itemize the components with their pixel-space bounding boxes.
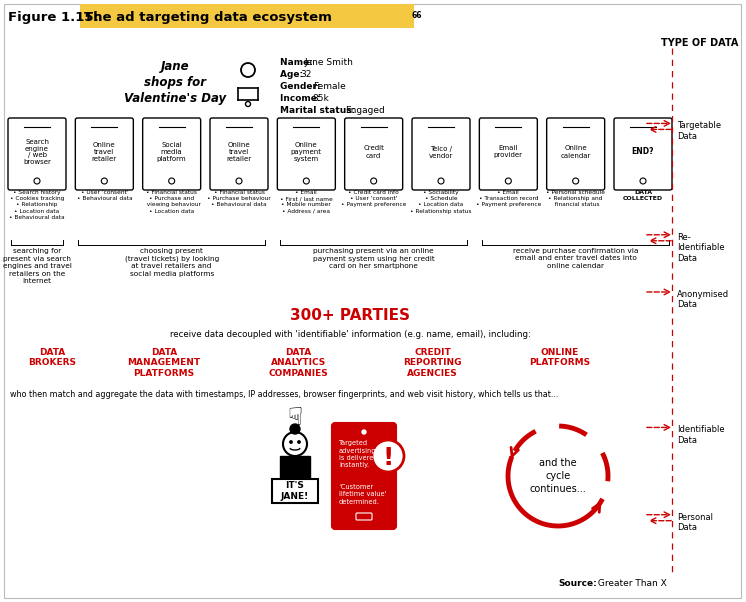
Text: choosing present
(travel tickets) by looking
at travel retailers and
social medi: choosing present (travel tickets) by loo… — [125, 248, 219, 277]
Text: Targeted
advertising
is delivered
instantly.: Targeted advertising is delivered instan… — [339, 440, 377, 468]
Text: Age:: Age: — [280, 70, 307, 79]
Text: DATA
COLLECTED: DATA COLLECTED — [623, 190, 663, 201]
Text: Targetable
Data: Targetable Data — [677, 122, 721, 141]
Text: Engaged: Engaged — [345, 106, 386, 115]
FancyBboxPatch shape — [332, 423, 396, 529]
Text: • Credit card info
• User 'consent'
• Payment preference: • Credit card info • User 'consent' • Pa… — [341, 190, 407, 208]
Text: 'Customer
lifetime value'
determined.: 'Customer lifetime value' determined. — [339, 484, 386, 505]
Text: searching for
present via search
engines and travel
retailers on the
Internet: searching for present via search engines… — [2, 248, 72, 284]
FancyBboxPatch shape — [412, 118, 470, 190]
Text: END?: END? — [632, 147, 654, 157]
Text: • Personal schedule
• Relationship and
  financial status: • Personal schedule • Relationship and f… — [546, 190, 605, 208]
FancyBboxPatch shape — [142, 118, 201, 190]
Text: Online
travel
retailer: Online travel retailer — [227, 142, 251, 162]
Text: Identifiable
Data: Identifiable Data — [677, 426, 724, 445]
Text: • Email
• First / last name
• Mobile number
• Address / area: • Email • First / last name • Mobile num… — [280, 190, 333, 214]
Text: !: ! — [382, 446, 394, 470]
Text: • User 'consent'
• Behavioural data: • User 'consent' • Behavioural data — [77, 190, 132, 201]
Circle shape — [290, 424, 300, 434]
FancyBboxPatch shape — [272, 479, 318, 503]
Text: ☟: ☟ — [287, 406, 303, 430]
Text: Name:: Name: — [280, 58, 316, 67]
Text: Personal
Data: Personal Data — [677, 513, 713, 532]
Text: Figure 1.15:: Figure 1.15: — [8, 11, 104, 25]
Text: 85k: 85k — [313, 94, 330, 103]
FancyBboxPatch shape — [614, 118, 672, 190]
Text: 32: 32 — [301, 70, 312, 79]
Text: DATA
ANALYTICS
COMPANIES: DATA ANALYTICS COMPANIES — [269, 348, 328, 378]
Text: IT'S
JANE!: IT'S JANE! — [281, 482, 309, 501]
FancyBboxPatch shape — [280, 456, 310, 478]
Text: Income:: Income: — [280, 94, 324, 103]
Text: • Search history
• Cookies tracking
• Relationship
• Location data
• Behavioural: • Search history • Cookies tracking • Re… — [9, 190, 65, 220]
Text: purchasing present via an online
payment system using her credit
card on her sma: purchasing present via an online payment… — [313, 248, 434, 269]
Text: The ad targeting data ecosystem: The ad targeting data ecosystem — [84, 11, 332, 25]
Text: • Sociability
• Schedule
• Location data
• Relationship status: • Sociability • Schedule • Location data… — [410, 190, 471, 214]
Text: ONLINE
PLATFORMS: ONLINE PLATFORMS — [529, 348, 590, 367]
Text: DATA
BROKERS: DATA BROKERS — [28, 348, 76, 367]
Text: Female: Female — [313, 82, 345, 91]
Text: Online
payment
system: Online payment system — [291, 142, 322, 162]
Text: Marital status:: Marital status: — [280, 106, 358, 115]
Text: Anonymised
Data: Anonymised Data — [677, 290, 729, 309]
Text: Greater Than X: Greater Than X — [595, 579, 667, 588]
Text: 300+ PARTIES: 300+ PARTIES — [290, 308, 410, 323]
FancyBboxPatch shape — [547, 118, 605, 190]
Circle shape — [362, 430, 366, 434]
FancyBboxPatch shape — [278, 118, 336, 190]
Circle shape — [298, 441, 300, 443]
Text: Jane Smith: Jane Smith — [304, 58, 354, 67]
Text: • Email
• Transaction record
• Payment preference: • Email • Transaction record • Payment p… — [476, 190, 541, 208]
Text: Search
engine
/ web
browser: Search engine / web browser — [23, 138, 51, 166]
Text: Telco /
vendor: Telco / vendor — [429, 146, 453, 158]
Text: Online
calendar: Online calendar — [560, 146, 591, 158]
Text: receive purchase confirmation via
email and enter travel dates into
online calen: receive purchase confirmation via email … — [513, 248, 639, 269]
Text: Gender:: Gender: — [280, 82, 324, 91]
Text: Social
media
platform: Social media platform — [157, 142, 186, 162]
Circle shape — [289, 441, 292, 443]
Text: 66: 66 — [412, 11, 422, 20]
Text: • Financial status
• Purchase behaviour
• Behavioural data: • Financial status • Purchase behaviour … — [207, 190, 271, 208]
Circle shape — [372, 440, 404, 472]
Text: Credit
card: Credit card — [363, 146, 384, 158]
Text: Re-
Identifiable
Data: Re- Identifiable Data — [677, 233, 724, 262]
FancyBboxPatch shape — [480, 118, 537, 190]
FancyBboxPatch shape — [75, 118, 134, 190]
Text: Jane
shops for
Valentine's Day: Jane shops for Valentine's Day — [124, 60, 226, 105]
Text: who then match and aggregate the data with timestamps, IP addresses, browser fin: who then match and aggregate the data wi… — [10, 390, 558, 399]
Text: Source:: Source: — [558, 579, 597, 588]
FancyBboxPatch shape — [210, 118, 268, 190]
Text: CREDIT
REPORTING
AGENCIES: CREDIT REPORTING AGENCIES — [404, 348, 462, 378]
Text: and the
cycle
continues...: and the cycle continues... — [530, 458, 586, 494]
FancyBboxPatch shape — [8, 118, 66, 190]
Text: • Financial status
• Purchase and
  viewing behaviour
• Location data: • Financial status • Purchase and viewin… — [142, 190, 201, 214]
FancyBboxPatch shape — [345, 118, 403, 190]
Text: receive data decoupled with 'identifiable' information (e.g. name, email), inclu: receive data decoupled with 'identifiabl… — [169, 330, 530, 339]
Text: DATA
MANAGEMENT
PLATFORMS: DATA MANAGEMENT PLATFORMS — [128, 348, 201, 378]
Text: TYPE OF DATA: TYPE OF DATA — [661, 38, 739, 48]
Text: Email
provider: Email provider — [494, 146, 523, 158]
Text: Online
travel
retailer: Online travel retailer — [92, 142, 117, 162]
FancyBboxPatch shape — [80, 4, 414, 28]
